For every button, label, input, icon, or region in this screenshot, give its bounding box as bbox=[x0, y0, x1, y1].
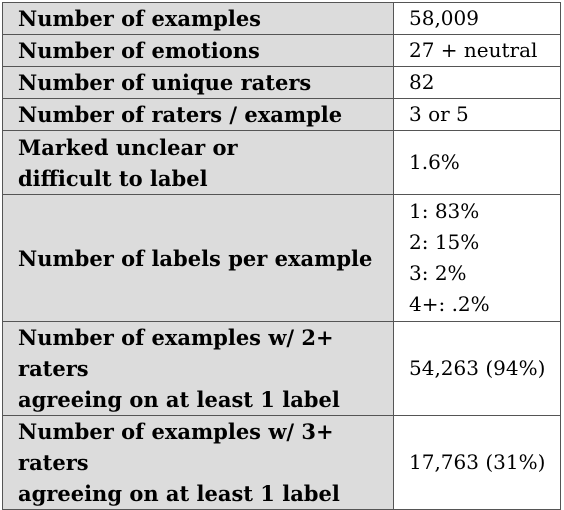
row-label: Number of examples w/ 2+ raters agreeing… bbox=[2, 321, 394, 416]
row-label: Number of raters / example bbox=[2, 98, 394, 131]
row-value: 27 + neutral bbox=[393, 34, 561, 67]
table-row-marked-unclear: Marked unclear or difficult to label 1.6… bbox=[2, 130, 561, 195]
value-line: 58,009 bbox=[409, 6, 479, 30]
table-row-labels-per-example: Number of labels per example 1: 83% 2: 1… bbox=[2, 194, 561, 322]
value-line: 1: 83% bbox=[409, 199, 480, 223]
value-line: 1.6% bbox=[409, 150, 460, 174]
table-row-num-emotions: Number of emotions 27 + neutral bbox=[2, 34, 561, 67]
label-line: Marked unclear or bbox=[18, 134, 238, 160]
table-row-2plus-raters-agreeing: Number of examples w/ 2+ raters agreeing… bbox=[2, 321, 561, 416]
table-row-3plus-raters-agreeing: Number of examples w/ 3+ raters agreeing… bbox=[2, 415, 561, 510]
row-value: 1: 83% 2: 15% 3: 2% 4+: .2% bbox=[393, 194, 561, 322]
table-row-num-examples: Number of examples 58,009 bbox=[2, 2, 561, 35]
row-label: Number of examples w/ 3+ raters agreeing… bbox=[2, 415, 394, 510]
label-line: agreeing on at least 1 label bbox=[18, 481, 340, 506]
label-line: difficult to label bbox=[18, 165, 208, 191]
value-line: 2: 15% bbox=[409, 230, 480, 254]
row-value: 82 bbox=[393, 66, 561, 99]
row-label: Number of unique raters bbox=[2, 66, 394, 99]
row-label: Number of examples bbox=[2, 2, 394, 35]
row-label: Number of labels per example bbox=[2, 194, 394, 322]
row-value: 54,263 (94%) bbox=[393, 321, 561, 416]
value-line: 3 or 5 bbox=[409, 102, 469, 126]
label-line: Number of examples w/ 2+ raters bbox=[18, 325, 334, 381]
table-row-raters-per-example: Number of raters / example 3 or 5 bbox=[2, 98, 561, 131]
value-line: 3: 2% bbox=[409, 261, 467, 285]
table-row-num-unique-raters: Number of unique raters 82 bbox=[2, 66, 561, 99]
label-line: Number of unique raters bbox=[18, 70, 312, 95]
value-line: 54,263 (94%) bbox=[409, 356, 546, 380]
label-line: Number of raters / example bbox=[18, 102, 343, 127]
value-line: 17,763 (31%) bbox=[409, 450, 546, 474]
label-line: Number of labels per example bbox=[18, 245, 373, 271]
label-line: agreeing on at least 1 label bbox=[18, 387, 340, 412]
row-label: Number of emotions bbox=[2, 34, 394, 67]
value-line: 4+: .2% bbox=[409, 292, 490, 316]
value-line: 82 bbox=[409, 70, 435, 94]
row-value: 1.6% bbox=[393, 130, 561, 195]
row-value: 17,763 (31%) bbox=[393, 415, 561, 510]
row-label: Marked unclear or difficult to label bbox=[2, 130, 394, 195]
label-line: Number of emotions bbox=[18, 38, 260, 63]
label-line: Number of examples w/ 3+ raters bbox=[18, 419, 334, 475]
row-value: 58,009 bbox=[393, 2, 561, 35]
row-value: 3 or 5 bbox=[393, 98, 561, 131]
label-line: Number of examples bbox=[18, 6, 262, 31]
value-line: 27 + neutral bbox=[409, 38, 538, 62]
